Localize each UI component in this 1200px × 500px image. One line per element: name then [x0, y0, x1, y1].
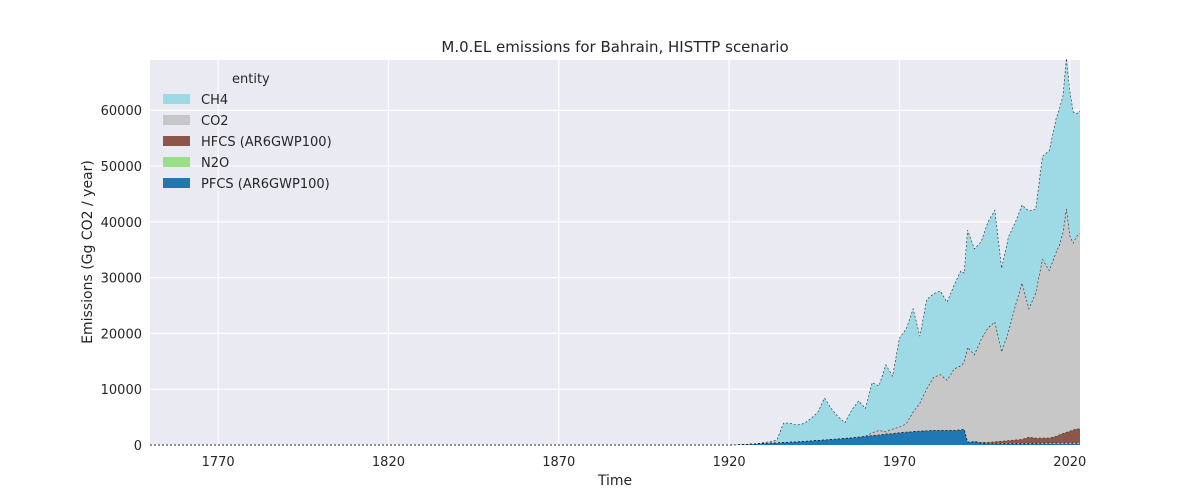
- chart-title: M.0.EL emissions for Bahrain, HISTTP sce…: [441, 38, 788, 56]
- legend-swatch: [163, 115, 190, 125]
- legend-label: N2O: [201, 156, 229, 171]
- y-axis-ticks: 0 10000 20000 30000 40000 50000 60000: [101, 104, 142, 454]
- y-tick-label: 10000: [101, 383, 142, 398]
- legend-label: HFCS (AR6GWP100): [201, 135, 332, 150]
- legend: entity CH4 CO2 HFCS (AR6GWP100) N2O PFCS (AR…: [163, 72, 332, 192]
- y-tick-label: 50000: [101, 160, 142, 175]
- legend-swatch: [163, 157, 190, 167]
- total-line: [150, 58, 1081, 446]
- area-hfcs-ar6gwp100: [150, 428, 1080, 445]
- x-axis-title: Time: [597, 473, 632, 489]
- legend-title: entity: [232, 72, 270, 87]
- legend-swatch: [163, 178, 190, 188]
- legend-label: PFCS (AR6GWP100): [201, 177, 330, 192]
- y-tick-label: 40000: [101, 216, 142, 231]
- x-tick-label: 1870: [542, 455, 575, 470]
- y-tick-label: 0: [134, 439, 142, 454]
- y-tick-label: 30000: [101, 272, 142, 287]
- area-n2o: [150, 429, 1080, 445]
- legend-swatch: [163, 136, 190, 146]
- x-tick-label: 1970: [883, 455, 916, 470]
- area-co2: [150, 209, 1080, 445]
- stacked-areas: [150, 58, 1080, 445]
- x-tick-label: 1820: [372, 455, 405, 470]
- x-tick-label: 2020: [1053, 455, 1086, 470]
- y-axis-title: Emissions (Gg CO2 / year): [80, 160, 96, 344]
- legend-label: CH4: [201, 93, 228, 108]
- boundary-ch4: [150, 58, 1081, 446]
- x-tick-label: 1920: [713, 455, 746, 470]
- legend-label: CO2: [201, 114, 229, 129]
- y-tick-label: 60000: [101, 104, 142, 119]
- x-tick-label: 1770: [202, 455, 235, 470]
- legend-swatch: [163, 94, 190, 104]
- boundary-co2: [150, 209, 1081, 446]
- area-pfcs-ar6gwp100: [150, 429, 1080, 445]
- x-axis-ticks: 1770 1820 1870 1920 1970 2020: [202, 455, 1087, 470]
- y-tick-label: 20000: [101, 327, 142, 342]
